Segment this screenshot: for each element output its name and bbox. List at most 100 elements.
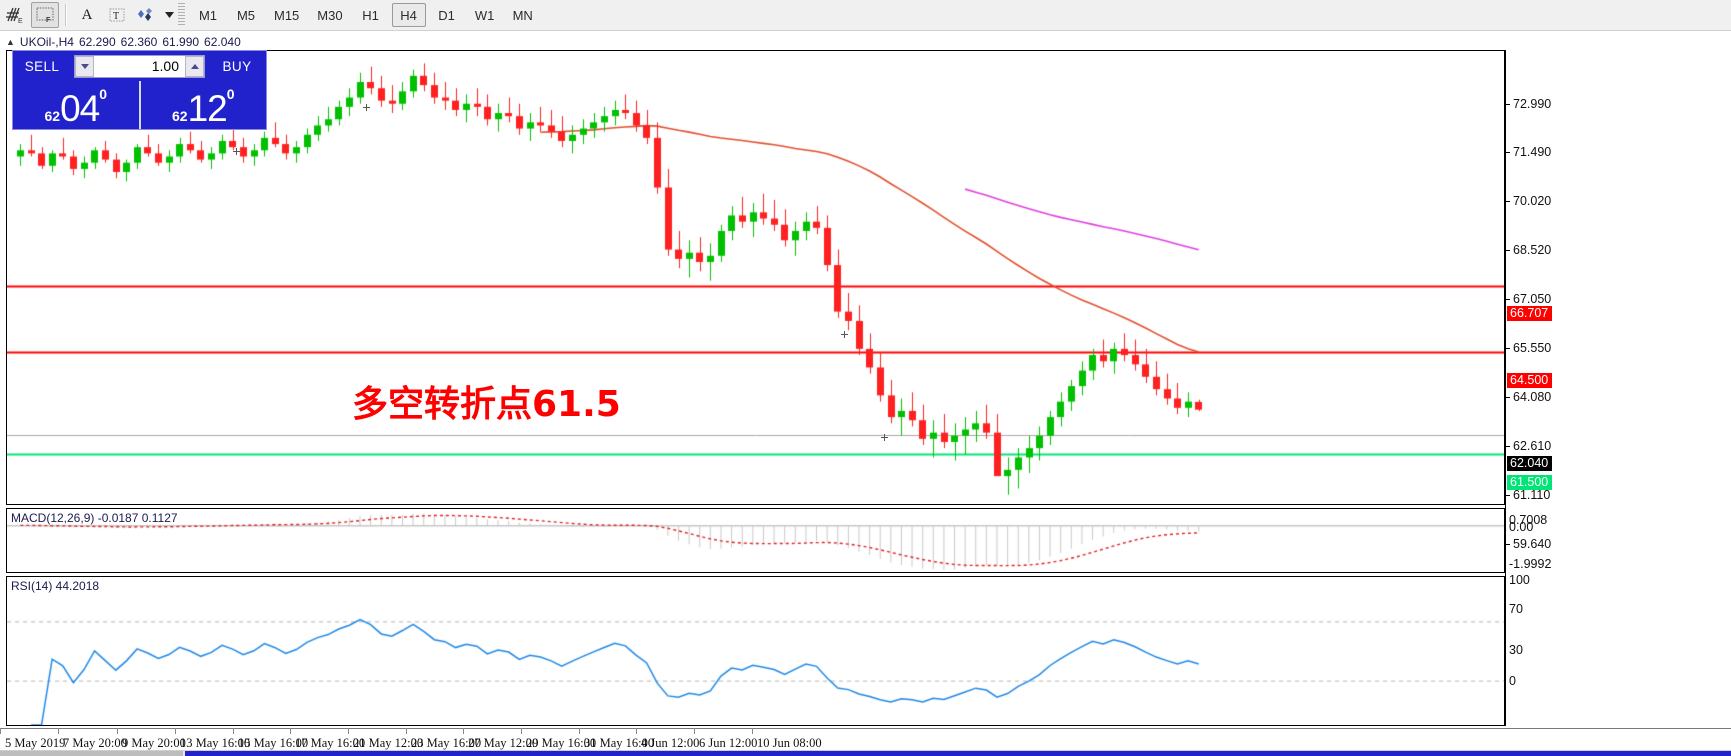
buy-price[interactable]: 62 12 0 bbox=[138, 81, 267, 129]
price-tick-2: 70.020 bbox=[1506, 194, 1551, 208]
macd-tick-0: 0.7008 bbox=[1509, 513, 1548, 527]
price-badge-64-500[interactable]: 64.500 bbox=[1507, 373, 1553, 388]
price-axis-divider bbox=[1505, 50, 1506, 726]
sell-price-big: 04 bbox=[60, 88, 100, 129]
scrollbar-track[interactable] bbox=[0, 751, 183, 756]
buy-price-prefix: 62 bbox=[171, 108, 188, 124]
timeframe-mn[interactable]: MN bbox=[512, 7, 533, 23]
text-label-icon[interactable]: T bbox=[103, 2, 131, 28]
buy-price-fraction: 0 bbox=[226, 86, 235, 102]
time-label-9: 29 May 16:00 bbox=[520, 728, 597, 750]
objects-glyph bbox=[138, 8, 152, 21]
trade-panel-prices: 62 04 0 62 12 0 bbox=[13, 81, 266, 129]
rsi-tick-1: 70 bbox=[1509, 602, 1523, 616]
time-label-7: 23 May 16:00 bbox=[405, 728, 482, 750]
price-badge-66-707[interactable]: 66.707 bbox=[1507, 306, 1553, 321]
svg-text:T: T bbox=[113, 11, 119, 22]
buy-button[interactable]: BUY bbox=[222, 58, 252, 74]
timeframe-m1[interactable]: M1 bbox=[198, 7, 218, 23]
svg-text:F: F bbox=[46, 17, 51, 23]
buy-price-big: 12 bbox=[187, 88, 228, 129]
time-label-0: 5 May 2019 bbox=[0, 728, 66, 750]
indicator-list-icon[interactable]: F bbox=[31, 2, 59, 28]
price-badge-62-040[interactable]: 62.040 bbox=[1507, 456, 1553, 471]
time-label-1: 7 May 20:00 bbox=[58, 728, 127, 750]
quote-open: 62.290 bbox=[78, 34, 116, 49]
rsi-label: RSI(14) 44.2018 bbox=[11, 579, 100, 593]
time-label-6: 21 May 12:00 bbox=[347, 728, 424, 750]
price-badge-61-500[interactable]: 61.500 bbox=[1507, 475, 1553, 490]
svg-text:E: E bbox=[18, 18, 23, 24]
chart-annotation: 多空转折点61.5 bbox=[352, 384, 621, 425]
macd-canvas bbox=[7, 509, 1504, 572]
trend-arrow-icon: ▲ bbox=[6, 36, 15, 47]
rsi-tick-3: 0 bbox=[1509, 674, 1516, 688]
timeframe-m15[interactable]: M15 bbox=[274, 7, 300, 23]
time-label-3: 13 May 16:00 bbox=[174, 728, 251, 750]
macd-pane[interactable]: MACD(12,26,9) -0.0187 0.1127 bbox=[6, 508, 1505, 573]
chart-marker-1 bbox=[233, 148, 240, 155]
volume-stepper[interactable]: 1.00 bbox=[74, 54, 205, 78]
sell-price-fraction: 0 bbox=[99, 86, 108, 102]
volume-decrease-icon[interactable] bbox=[75, 55, 94, 77]
price-tick-6: 64.080 bbox=[1506, 390, 1551, 404]
macd-label: MACD(12,26,9) -0.0187 0.1127 bbox=[11, 511, 178, 525]
timeframe-h4[interactable]: H4 bbox=[391, 3, 426, 27]
timeframe-m5[interactable]: M5 bbox=[236, 7, 256, 23]
objects-dropdown-caret-icon[interactable] bbox=[162, 2, 176, 28]
chart-marker-2 bbox=[363, 104, 370, 111]
sell-button[interactable]: SELL bbox=[24, 58, 60, 74]
rsi-canvas bbox=[7, 577, 1504, 725]
chart-marker-4 bbox=[881, 434, 888, 441]
expert-advisor-icon[interactable]: E bbox=[1, 2, 29, 28]
price-tick-5: 65.550 bbox=[1506, 341, 1551, 355]
rsi-tick-2: 30 bbox=[1509, 643, 1523, 657]
price-tick-7: 62.610 bbox=[1506, 439, 1551, 453]
toolbar-separator bbox=[65, 4, 67, 26]
quote-bar: ▲ UKOil-,H4 62.290 62.360 61.990 62.040 bbox=[6, 34, 241, 49]
timeframe-d1[interactable]: D1 bbox=[438, 7, 455, 23]
time-label-2: 9 May 20:00 bbox=[117, 728, 186, 750]
timeframe-m30[interactable]: M30 bbox=[317, 7, 343, 23]
chart-marker-3 bbox=[841, 331, 848, 338]
time-label-10: 31 May 16:00 bbox=[578, 728, 655, 750]
price-tick-3: 68.520 bbox=[1506, 243, 1551, 257]
timeframe-group: M1 M5 M15 M30 H1 H4 D1 W1 MN bbox=[189, 3, 542, 27]
rsi-pane[interactable]: RSI(14) 44.2018 bbox=[6, 576, 1505, 726]
chart-area[interactable]: ▲ UKOil-,H4 62.290 62.360 61.990 62.040 … bbox=[0, 31, 1731, 756]
macd-tick-1: 0.00 bbox=[1509, 520, 1534, 534]
quote-low: 61.990 bbox=[162, 34, 200, 49]
price-tick-8: 61.110 bbox=[1506, 488, 1550, 502]
price-tick-9: 59.640 bbox=[1506, 537, 1551, 551]
sell-price-prefix: 62 bbox=[44, 108, 61, 124]
quote-symbol: UKOil-,H4 bbox=[19, 34, 74, 49]
timeframe-h1[interactable]: H1 bbox=[362, 7, 379, 23]
rsi-tick-0: 100 bbox=[1509, 573, 1530, 587]
price-tick-0: 72.990 bbox=[1506, 97, 1551, 111]
indicator-list-glyph: F bbox=[36, 7, 54, 23]
macd-tick-2: -1.9992 bbox=[1509, 557, 1552, 571]
volume-increase-icon[interactable] bbox=[185, 55, 204, 77]
volume-value[interactable]: 1.00 bbox=[94, 55, 185, 77]
time-label-5: 17 May 16:00 bbox=[289, 728, 366, 750]
time-label-4: 15 May 16:00 bbox=[232, 728, 309, 750]
text-tool-icon[interactable]: A bbox=[81, 6, 93, 23]
timeframe-w1[interactable]: W1 bbox=[474, 7, 495, 23]
trade-panel-header: SELL 1.00 BUY bbox=[13, 51, 266, 81]
one-click-trading-panel[interactable]: SELL 1.00 BUY 62 04 0 bbox=[12, 50, 267, 130]
quote-close: 62.040 bbox=[204, 34, 241, 49]
horizontal-scrollbar[interactable] bbox=[0, 750, 1731, 756]
time-label-13: 10 Jun 08:00 bbox=[752, 728, 822, 750]
scrollbar-thumb[interactable] bbox=[185, 751, 1731, 756]
price-tick-4: 67.050 bbox=[1506, 292, 1551, 306]
price-tick-1: 71.490 bbox=[1506, 145, 1551, 159]
toolbar: E F A T bbox=[0, 0, 1731, 31]
time-label-11: 4 Jun 12:00 bbox=[635, 728, 700, 750]
sell-price[interactable]: 62 04 0 bbox=[13, 81, 139, 129]
expert-advisor-glyph: E bbox=[6, 7, 23, 24]
quote-high: 62.360 bbox=[120, 34, 158, 49]
toolbar-grip[interactable] bbox=[178, 3, 185, 27]
objects-icon[interactable] bbox=[133, 2, 161, 28]
time-label-8: 27 May 12:00 bbox=[462, 728, 539, 750]
